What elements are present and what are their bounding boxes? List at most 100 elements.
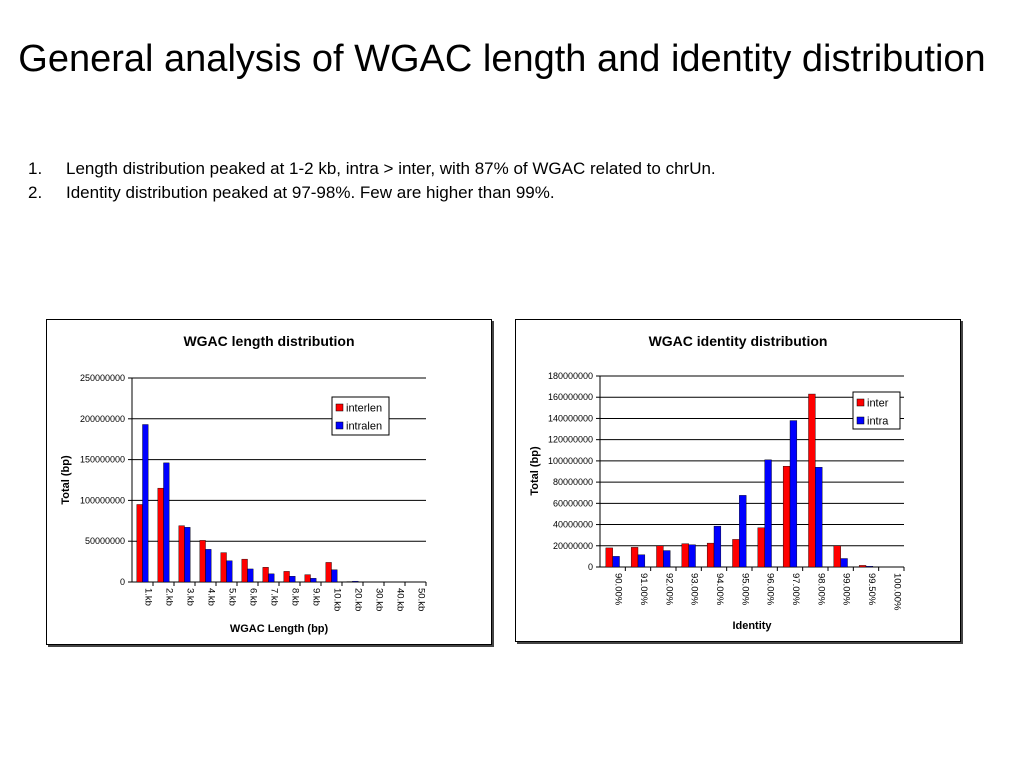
bar-intralen: [310, 578, 317, 583]
bar-intralen: [142, 424, 149, 583]
x-tick-label: 5.kb: [227, 588, 238, 606]
bar-inter: [656, 545, 664, 568]
y-tick-label: 20000000: [553, 541, 593, 551]
x-tick-label: 96.00%: [765, 573, 776, 606]
y-tick-label: 40000000: [553, 520, 593, 530]
x-tick-label: 98.00%: [815, 573, 826, 606]
x-tick-label: 97.00%: [790, 573, 801, 606]
length-chart-svg: WGAC length distribution 0 50000000 1000000…: [60, 333, 427, 635]
bar-intralen: [163, 462, 170, 583]
x-tick-label: 94.00%: [714, 573, 725, 606]
legend-swatch: [335, 403, 344, 412]
bar-inter: [757, 527, 765, 568]
legend-swatch: [335, 421, 344, 430]
bullet-number: 1.: [28, 159, 43, 178]
y-tick-label: 80000000: [553, 477, 593, 487]
y-tick-label: 250000000: [80, 373, 125, 383]
y-tick-label: 60000000: [553, 498, 593, 508]
x-axis-label: WGAC Length (bp): [230, 623, 329, 635]
bar-intra: [789, 420, 798, 568]
bar-intralen: [205, 549, 212, 583]
bullet-list: 1. Length distribution peaked at 1-2 kb, …: [28, 157, 716, 205]
bar-inter: [681, 543, 689, 568]
bullet-text: Length distribution peaked at 1-2 kb, in…: [66, 159, 716, 178]
bar-interlen: [220, 552, 227, 583]
bar-interlen: [157, 487, 164, 583]
bar-interlen: [199, 540, 206, 583]
y-tick-label: 160000000: [548, 392, 593, 402]
x-tick-label: 6.kb: [248, 588, 259, 606]
bar-intralen: [352, 580, 359, 583]
bullet-item: 1. Length distribution peaked at 1-2 kb, …: [28, 157, 716, 181]
slide-title: General analysis of WGAC length and iden…: [18, 38, 986, 80]
x-tick-label: 93.00%: [689, 573, 700, 606]
y-tick-label: 150000000: [80, 455, 125, 465]
y-tick-label: 0: [588, 562, 593, 572]
x-tick-label: 50.kb: [416, 588, 427, 611]
bar-intralen: [268, 573, 275, 583]
x-tick-label: 4.kb: [206, 588, 217, 606]
bar-intralen: [226, 560, 233, 583]
legend-swatch: [856, 398, 865, 407]
x-tick-label: 8.kb: [290, 588, 301, 606]
bar-intra: [688, 544, 696, 568]
bar-inter: [706, 542, 715, 568]
x-tick-label: 95.00%: [739, 573, 750, 606]
x-axis-label: Identity: [732, 620, 772, 632]
x-tick-label: 9.kb: [311, 588, 322, 606]
y-tick-label: 200000000: [80, 414, 125, 424]
x-tick-label: 92.00%: [663, 573, 674, 606]
bar-inter: [833, 545, 841, 568]
x-tick-label: 1.kb: [143, 588, 154, 606]
bar-intra: [713, 525, 722, 568]
y-axis-label: Total (bp): [60, 455, 72, 505]
x-tick-label: 100.00%: [891, 573, 902, 611]
bar-interlen: [178, 525, 185, 583]
x-tick-label: 99.00%: [841, 573, 852, 606]
bar-intra: [663, 550, 671, 568]
bar-intralen: [247, 568, 254, 583]
x-tick-label: 2.kb: [164, 588, 175, 606]
chart-title: WGAC identity distribution: [649, 333, 828, 349]
bar-interlen: [136, 504, 143, 583]
x-tick-label: 40.kb: [395, 588, 406, 611]
y-tick-label: 100000000: [548, 456, 593, 466]
x-tick-label: 99.50%: [866, 573, 877, 606]
bar-interlen: [241, 558, 248, 583]
bullet-text: Identity distribution peaked at 97-98%. …: [66, 183, 555, 202]
bar-intralen: [289, 576, 296, 583]
bar-interlen: [304, 574, 311, 583]
x-tick-label: 90.00%: [613, 573, 624, 606]
y-tick-label: 0: [120, 577, 125, 587]
x-tick-label: 7.kb: [269, 588, 280, 606]
y-axis-label: Total (bp): [529, 446, 541, 496]
length-distribution-chart: WGAC length distribution 0 50000000 1000000…: [46, 319, 492, 645]
x-tick-label: 20.kb: [353, 588, 364, 611]
bar-inter: [808, 393, 816, 568]
bar-interlen: [262, 567, 269, 583]
legend-label: interlen: [346, 403, 382, 415]
legend-label: intra: [867, 416, 889, 428]
bar-intralen: [331, 569, 338, 583]
y-tick-label: 140000000: [548, 413, 593, 423]
bar-inter: [605, 547, 613, 568]
y-tick-label: 120000000: [548, 435, 593, 445]
bar-inter: [732, 539, 740, 568]
bullet-item: 2. Identity distribution peaked at 97-98%…: [28, 181, 716, 205]
bar-intralen: [184, 527, 191, 583]
x-tick-label: 30.kb: [374, 588, 385, 611]
bar-intra: [815, 467, 823, 568]
x-tick-label: 91.00%: [638, 573, 649, 606]
legend-swatch: [856, 416, 865, 425]
bar-intra: [840, 558, 848, 568]
bar-inter: [630, 547, 639, 568]
bar-intra: [637, 554, 646, 568]
bar-intra: [764, 459, 772, 568]
y-tick-label: 50000000: [85, 536, 125, 546]
y-tick-label: 100000000: [80, 495, 125, 505]
bar-inter: [858, 565, 867, 568]
bar-intra: [739, 495, 747, 568]
bar-inter: [782, 465, 791, 568]
bullet-number: 2.: [28, 183, 43, 202]
x-tick-label: 3.kb: [185, 588, 196, 606]
